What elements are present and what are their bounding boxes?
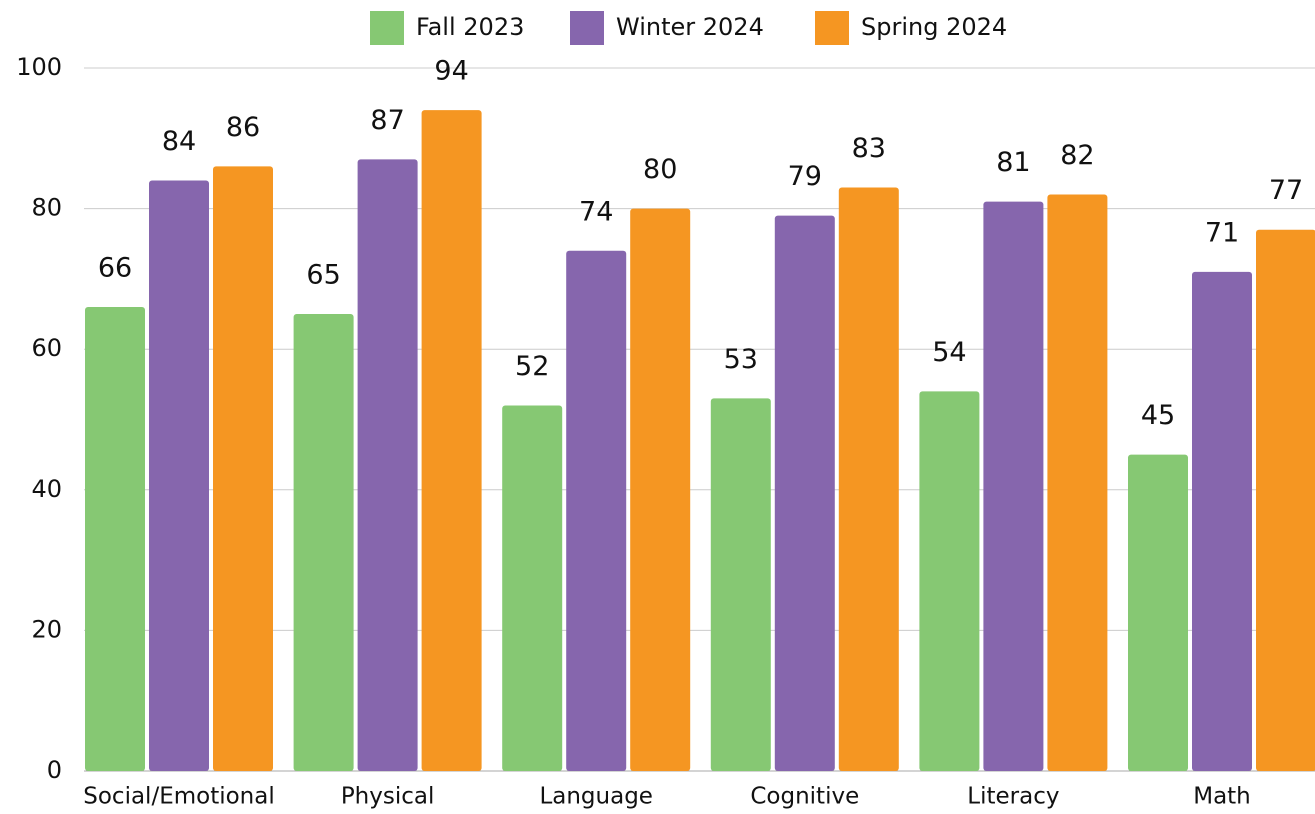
y-tick-label: 80 — [31, 194, 62, 222]
bar — [421, 110, 482, 772]
bar — [838, 187, 899, 771]
bar — [774, 215, 835, 771]
bar — [85, 307, 145, 771]
data-label: 81 — [996, 147, 1030, 178]
data-label: 74 — [579, 196, 613, 227]
bar — [1256, 229, 1315, 771]
x-tick-label: Language — [539, 784, 653, 810]
y-tick-label: 40 — [31, 475, 62, 503]
bar — [983, 201, 1044, 771]
bar — [213, 166, 273, 772]
data-label: 65 — [306, 260, 340, 291]
y-tick-label: 100 — [16, 53, 62, 81]
y-tick-label: 20 — [31, 615, 62, 643]
data-label: 84 — [162, 126, 196, 157]
data-label: 45 — [1141, 400, 1175, 431]
bar — [149, 180, 209, 772]
data-label: 87 — [370, 105, 404, 136]
legend-label: Fall 2023 — [416, 13, 524, 41]
x-tick-label: Social/Emotional — [83, 784, 275, 810]
data-label: 79 — [788, 161, 822, 192]
bar — [293, 314, 354, 771]
x-tick-label: Cognitive — [750, 784, 859, 810]
data-label: 52 — [515, 351, 549, 382]
bar — [357, 159, 418, 771]
x-tick-label: Literacy — [967, 784, 1059, 810]
legend-swatch — [815, 11, 849, 45]
data-label: 71 — [1205, 217, 1239, 248]
data-label: 82 — [1060, 140, 1094, 171]
data-label: 80 — [643, 154, 677, 185]
legend-label: Spring 2024 — [861, 13, 1007, 41]
data-label: 94 — [434, 56, 468, 87]
bar — [566, 250, 627, 771]
bar — [710, 398, 771, 771]
data-label: 86 — [226, 112, 260, 143]
bar — [1192, 271, 1252, 771]
x-tick-label: Physical — [341, 784, 435, 810]
bar — [1128, 454, 1188, 771]
data-label: 83 — [852, 133, 886, 164]
y-tick-label: 0 — [47, 756, 62, 784]
data-label: 77 — [1269, 175, 1303, 206]
x-tick-label: Math — [1193, 784, 1251, 810]
y-tick-label: 60 — [31, 334, 62, 362]
legend-swatch — [570, 11, 604, 45]
bar — [630, 208, 691, 772]
data-label: 66 — [98, 253, 132, 284]
legend-label: Winter 2024 — [616, 13, 764, 41]
bar — [502, 405, 563, 771]
bar — [919, 391, 980, 771]
data-label: 54 — [932, 337, 966, 368]
data-label: 53 — [724, 344, 758, 375]
bar — [1047, 194, 1108, 772]
legend-swatch — [370, 11, 404, 45]
